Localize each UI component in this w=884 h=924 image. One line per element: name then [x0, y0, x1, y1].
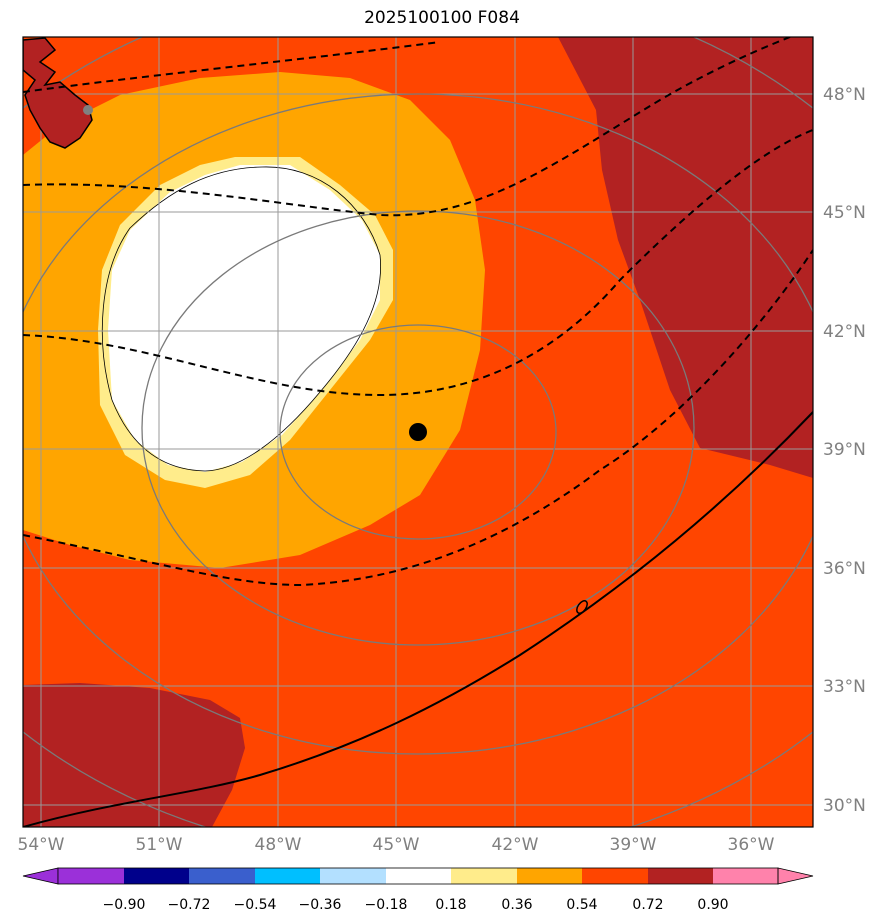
colorbar-tick: 0.90: [697, 897, 728, 913]
colorbar: −0.90 −0.72 −0.54 −0.36 −0.18 0.18 0.36 …: [22, 867, 814, 913]
colorbar-segment: [189, 868, 255, 884]
island-marker: [83, 105, 93, 115]
lat-label: 33°N: [823, 677, 866, 697]
field-high-region-east: [558, 37, 813, 478]
colorbar-segment: [582, 868, 648, 884]
colorbar-tick: 0.54: [566, 897, 597, 913]
lon-label: 45°W: [373, 835, 420, 855]
colorbar-segment: [386, 868, 451, 884]
lat-label: 39°N: [823, 440, 866, 460]
colorbar-extend-high: [777, 867, 814, 885]
lat-label: 45°N: [823, 203, 866, 223]
track-point-marker: [576, 600, 588, 614]
storm-track: [23, 411, 813, 827]
lat-axis: 48°N 45°N 42°N 39°N 36°N 33°N 30°N: [823, 85, 866, 816]
colorbar-tick: 0.72: [632, 897, 663, 913]
colorbar-tick: −0.90: [103, 897, 146, 913]
lat-label: 48°N: [823, 85, 866, 105]
lon-label: 42°W: [492, 835, 539, 855]
map-area: [23, 37, 813, 827]
lat-label: 30°N: [823, 796, 866, 816]
colorbar-segment: [58, 868, 124, 884]
map-title: 2025100100 F084: [364, 8, 520, 28]
colorbar-tick: 0.36: [501, 897, 532, 913]
lat-label: 36°N: [823, 559, 866, 579]
range-rings: [23, 37, 813, 827]
lon-label: 48°W: [255, 835, 302, 855]
colorbar-tick: −0.54: [234, 897, 277, 913]
storm-center-marker: [409, 423, 427, 441]
coastline: [23, 37, 93, 149]
colorbar-tick: −0.72: [168, 897, 211, 913]
lon-label: 54°W: [18, 835, 65, 855]
colorbar-tick: −0.18: [365, 897, 408, 913]
colorbar-segment: [124, 868, 189, 884]
lon-label: 39°W: [610, 835, 657, 855]
colorbar-extend-low: [22, 867, 59, 885]
lat-label: 42°N: [823, 322, 866, 342]
colorbar-segment: [517, 868, 582, 884]
colorbar-tick: −0.36: [299, 897, 342, 913]
colorbar-tick: 0.18: [435, 897, 466, 913]
lon-label: 51°W: [136, 835, 183, 855]
field-neutral-region: [108, 165, 380, 472]
colorbar-segment: [648, 868, 713, 884]
colorbar-segment: [255, 868, 320, 884]
dashed-contours: [23, 37, 813, 587]
lon-label: 36°W: [728, 835, 775, 855]
colorbar-segment: [451, 868, 517, 884]
colorbar-segment: [713, 868, 778, 884]
contour-outline: [101, 166, 382, 472]
lon-axis: 54°W 51°W 48°W 45°W 42°W 39°W 36°W: [18, 835, 775, 855]
colorbar-segment: [320, 868, 386, 884]
map-border: [22, 36, 814, 828]
